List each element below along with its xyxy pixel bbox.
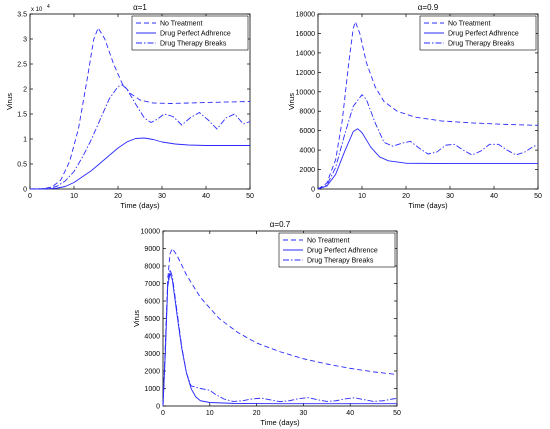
- series-line-2: [29, 84, 251, 190]
- y-tick-label: 4000: [299, 148, 315, 155]
- y-tick-label: 2000: [144, 369, 160, 376]
- series-line-1: [317, 128, 538, 190]
- y-tick-label: 2000: [299, 167, 315, 174]
- legend-label-1: Drug Perfect Adhrence: [448, 31, 519, 38]
- series-line-2: [317, 94, 539, 190]
- y-tick-label: 0: [156, 404, 160, 411]
- y-axis-label: Virus: [132, 310, 141, 327]
- y-tick-label: 7000: [144, 281, 160, 288]
- y-tick-label: 10000: [296, 89, 316, 96]
- series-line-0: [29, 27, 251, 190]
- legend-label-1: Drug Perfect Adhrence: [307, 248, 378, 255]
- legend: No Treatment Drug Perfect Adhrence Drug Th…: [419, 15, 537, 51]
- y-tick-label: 5000: [144, 316, 160, 323]
- y-tick-label: 16000: [296, 31, 316, 38]
- x-tick-label: 30: [446, 193, 454, 200]
- y-tick-label: 1.5: [17, 112, 27, 119]
- x-tick-label: 10: [206, 410, 214, 417]
- y-axis-label: Virus: [287, 93, 296, 110]
- y-tick-label: 14000: [296, 50, 316, 57]
- legend-label-0: No Treatment: [307, 238, 349, 245]
- y-tick-label: 6000: [144, 299, 160, 306]
- y-tick-label: 8000: [299, 109, 315, 116]
- legend-label-2: Drug Therapy Breaks: [448, 41, 515, 48]
- x-tick-label: 30: [300, 410, 308, 417]
- y-tick-label: 4000: [144, 334, 160, 341]
- y-tick-label: 6000: [299, 128, 315, 135]
- x-axis-label: Time (days): [120, 201, 160, 210]
- y-tick-label: 8000: [144, 264, 160, 271]
- x-tick-label: 0: [28, 193, 32, 200]
- y-tick-label: 0.5: [17, 162, 27, 169]
- x-tick-label: 40: [346, 410, 354, 417]
- legend: No Treatment Drug Perfect Adhrence Drug Th…: [278, 232, 396, 268]
- x-tick-label: 0: [161, 410, 165, 417]
- legend-label-2: Drug Therapy Breaks: [307, 258, 374, 265]
- chart-1: α=0.9 0 10 20 30 40 50 0 2000 4000 6000 8000 10000 12…: [287, 3, 542, 210]
- y-tick-label: 0: [23, 187, 27, 194]
- legend-label-0: No Treatment: [160, 21, 202, 28]
- y-tick-label: 10000: [141, 229, 161, 236]
- series-line-0: [317, 21, 539, 190]
- chart-title: α=0.7: [270, 220, 291, 229]
- y-tick-label: 0: [311, 187, 315, 194]
- y-tick-label: 3.5: [17, 12, 27, 19]
- x-axis-label: Time (days): [408, 201, 448, 210]
- chart-title: α=1: [133, 3, 147, 12]
- y-axis-label: Virus: [5, 93, 14, 110]
- y-tick-label: 2: [23, 87, 27, 94]
- x-tick-label: 10: [70, 193, 78, 200]
- legend-label-0: No Treatment: [448, 21, 490, 28]
- y-tick-label: 1000: [144, 386, 160, 393]
- legend: No Treatment Drug Perfect Adhrence Drug Th…: [131, 15, 249, 51]
- legend-label-1: Drug Perfect Adhrence: [160, 31, 231, 38]
- chart-0: α=1 0 10 20 30 40 50 0 0.5 1 1.5 2 2.5 3 3.5 Time (days…: [5, 3, 254, 210]
- chart-title: α=0.9: [418, 3, 439, 12]
- y-multiplier-exponent: 4: [47, 4, 50, 10]
- x-tick-label: 50: [246, 193, 254, 200]
- x-tick-label: 20: [402, 193, 410, 200]
- x-tick-label: 10: [358, 193, 366, 200]
- x-tick-label: 40: [490, 193, 498, 200]
- legend-label-2: Drug Therapy Breaks: [160, 41, 227, 48]
- y-tick-label: 9000: [144, 246, 160, 253]
- x-tick-label: 0: [316, 193, 320, 200]
- x-axis-label: Time (days): [260, 418, 300, 427]
- y-tick-label: 3000: [144, 351, 160, 358]
- y-tick-label: 3: [23, 37, 27, 44]
- x-tick-label: 30: [158, 193, 166, 200]
- x-tick-label: 20: [114, 193, 122, 200]
- x-tick-label: 40: [202, 193, 210, 200]
- series-line-0: [162, 248, 398, 407]
- series-line-2: [162, 269, 398, 407]
- series-line-1: [29, 137, 250, 190]
- y-tick-label: 18000: [296, 12, 316, 19]
- chart-2: α=0.7 0 10 20 30 40 50 0 1000 2000 3000 4000 5000 600…: [132, 220, 401, 427]
- y-multiplier: x 10: [31, 7, 43, 13]
- y-tick-label: 12000: [296, 70, 316, 77]
- x-tick-label: 20: [253, 410, 261, 417]
- y-tick-label: 1: [23, 137, 27, 144]
- y-tick-label: 2.5: [17, 62, 27, 69]
- x-tick-label: 50: [534, 193, 542, 200]
- x-tick-label: 50: [393, 410, 401, 417]
